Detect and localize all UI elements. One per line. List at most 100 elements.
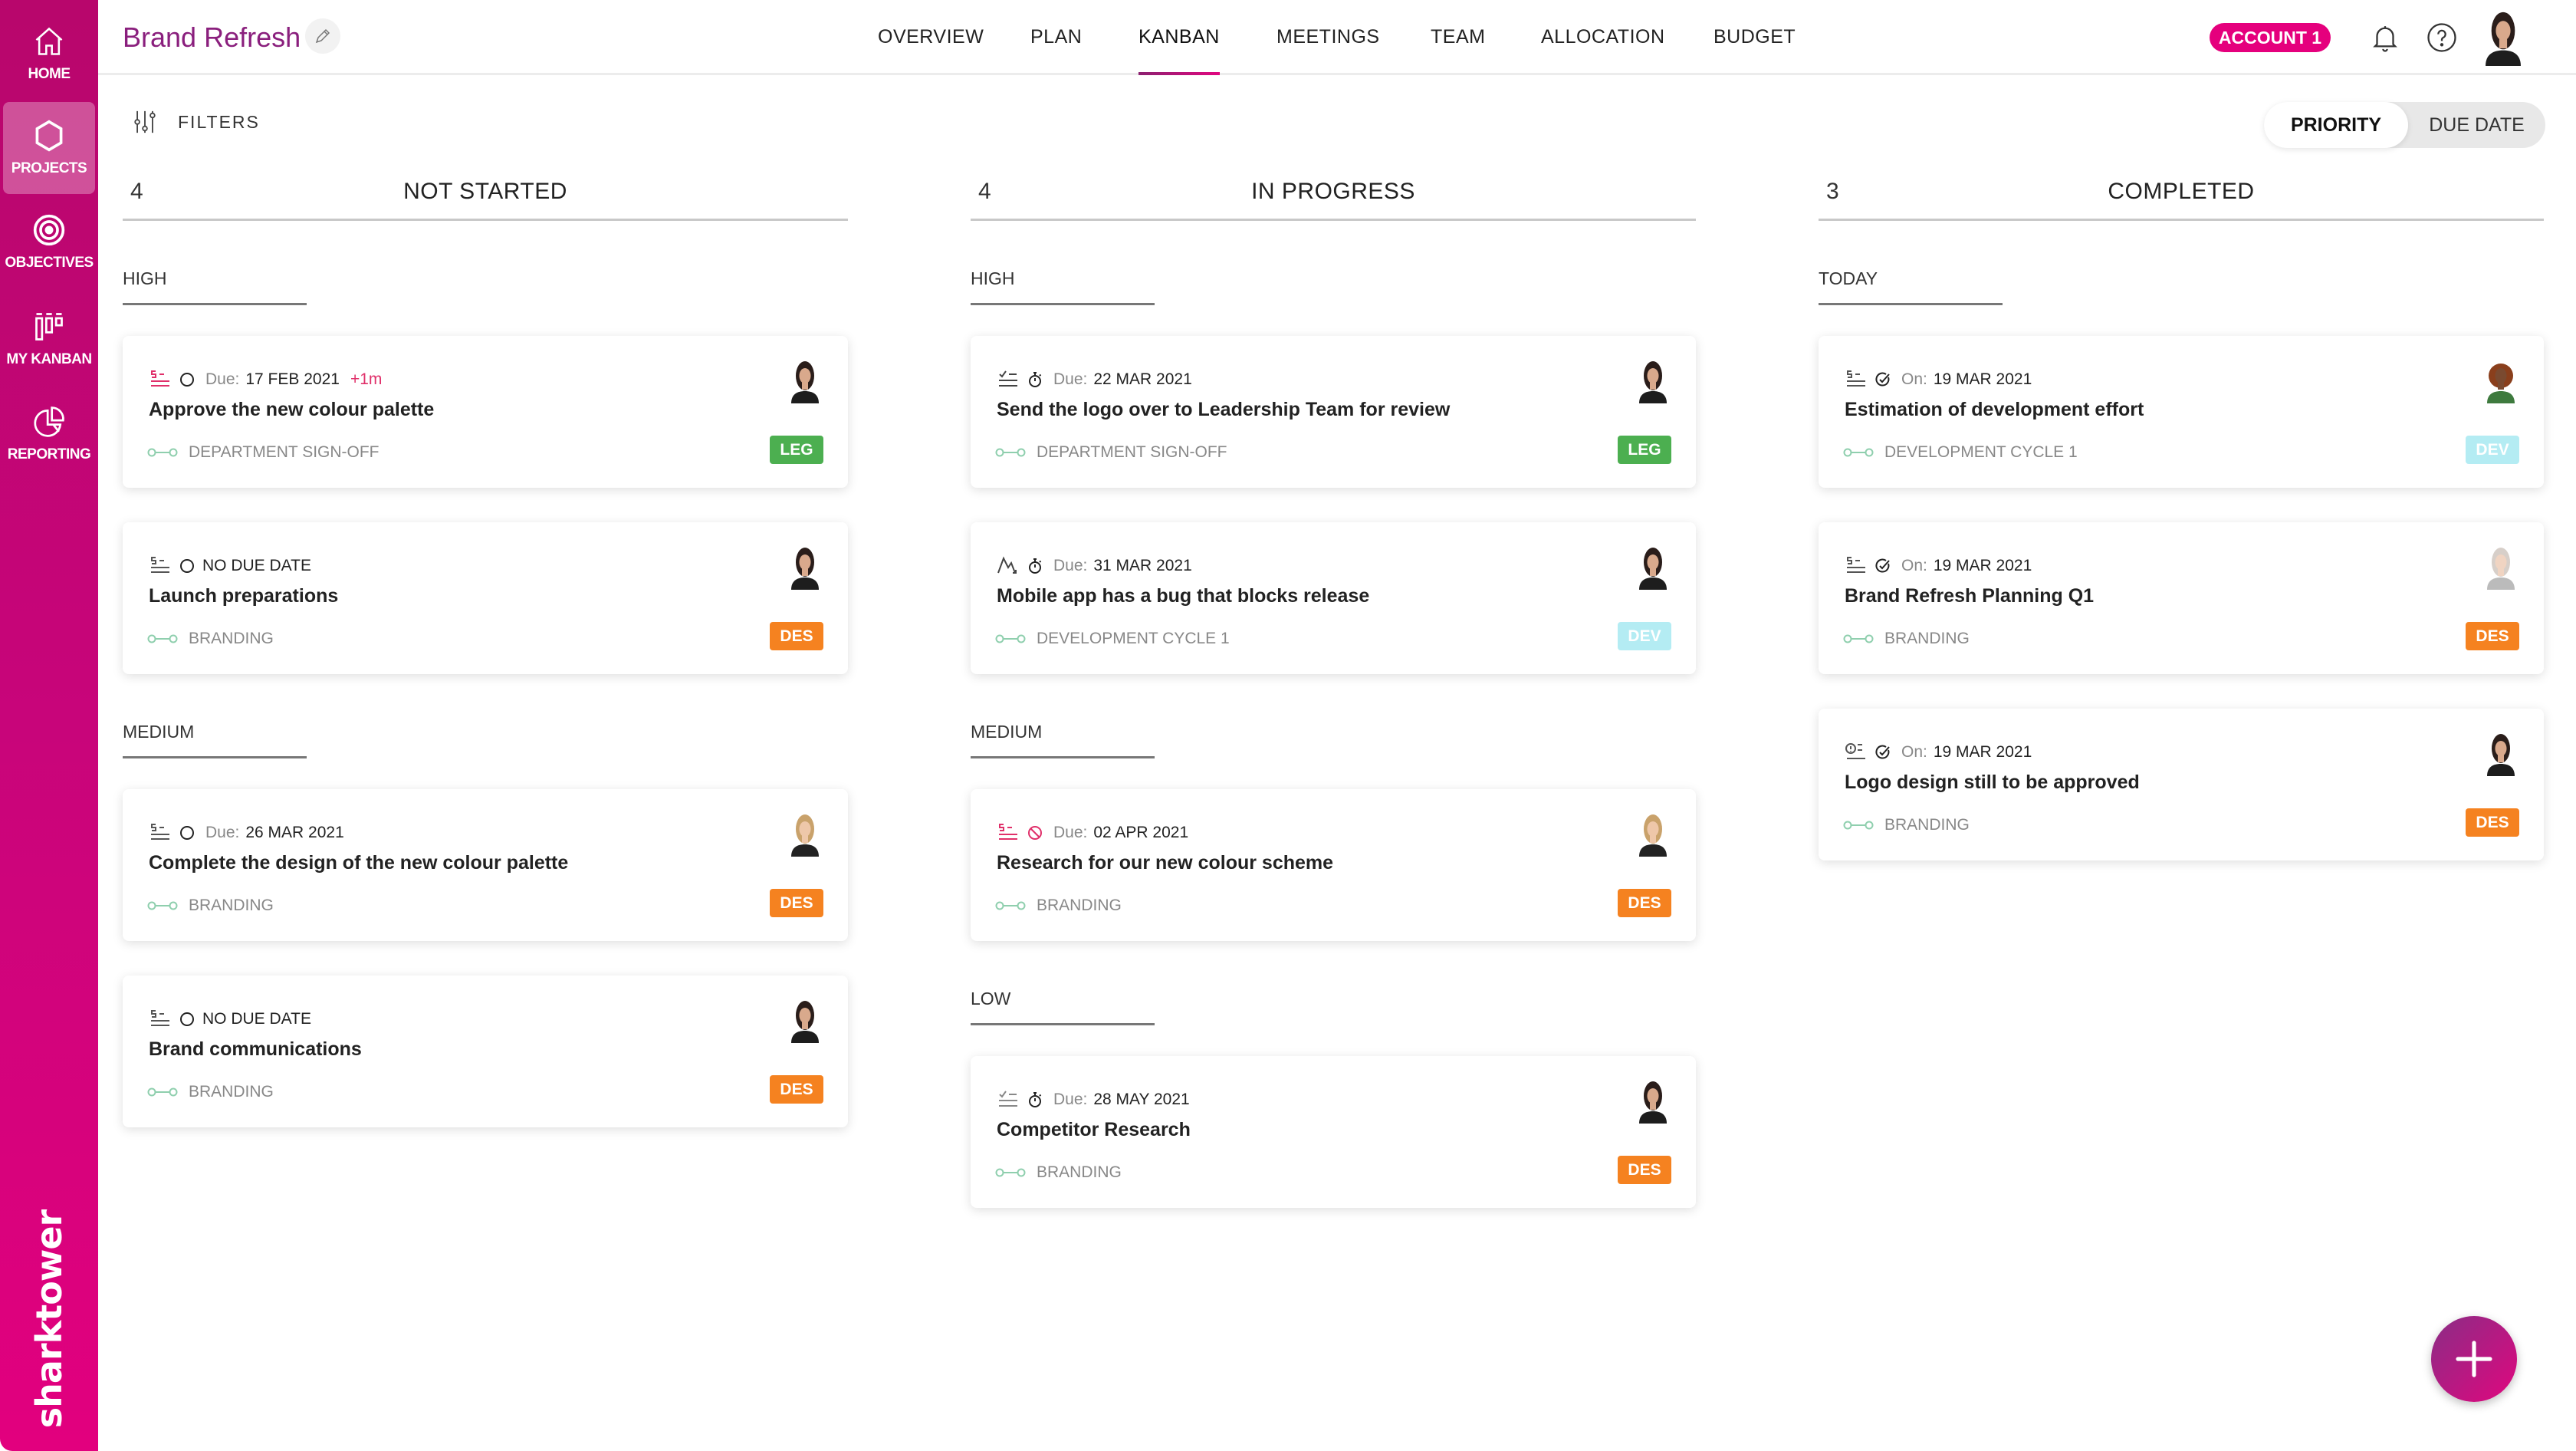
tab-meetings[interactable]: MEETINGS bbox=[1276, 26, 1380, 48]
assignee-avatar[interactable] bbox=[785, 999, 825, 1043]
task-card[interactable]: Due: 02 APR 2021 Research for our new co… bbox=[971, 789, 1696, 941]
column-completed: 3 COMPLETED TODAY On: 19 MAR 2021 Estimat… bbox=[1819, 173, 2544, 860]
tab-allocation[interactable]: ALLOCATION bbox=[1541, 26, 1665, 48]
sidebar-item-objectives[interactable]: OBJECTIVES bbox=[3, 196, 95, 288]
help-icon[interactable] bbox=[2426, 21, 2458, 54]
due-date: 28 MAY 2021 bbox=[1093, 1091, 1190, 1108]
date-label: Due: bbox=[1053, 1091, 1088, 1108]
card-title: Logo design still to be approved bbox=[1845, 772, 2140, 793]
sidebar-item-projects[interactable]: PROJECTS bbox=[3, 102, 95, 194]
task-card[interactable]: On: 19 MAR 2021 Brand Refresh Planning Q… bbox=[1819, 522, 2544, 674]
assignee-avatar[interactable] bbox=[1633, 1079, 1673, 1124]
task-card[interactable]: Due: 28 MAY 2021 Competitor Research BRA… bbox=[971, 1056, 1696, 1208]
task-card[interactable]: NO DUE DATE Brand communications BRANDIN… bbox=[123, 976, 848, 1127]
column-count: 4 bbox=[130, 179, 143, 204]
task-card[interactable]: Due: 22 MAR 2021 Send the logo over to L… bbox=[971, 336, 1696, 488]
card-project: BRANDING bbox=[1843, 816, 1970, 834]
team-tag: DEV bbox=[1618, 622, 1671, 650]
card-list: Due: 17 FEB 2021 +1m Approve the new col… bbox=[123, 336, 848, 674]
card-list: Due: 28 MAY 2021 Competitor Research BRA… bbox=[971, 1056, 1696, 1208]
task-card[interactable]: On: 19 MAR 2021 Logo design still to be … bbox=[1819, 709, 2544, 860]
card-list: Due: 22 MAR 2021 Send the logo over to L… bbox=[971, 336, 1696, 674]
card-title: Brand communications bbox=[149, 1038, 362, 1060]
team-tag: DES bbox=[770, 889, 823, 917]
column-count: 3 bbox=[1826, 179, 1839, 204]
circle-icon bbox=[178, 370, 196, 389]
date-label: Due: bbox=[205, 824, 240, 841]
assignee-avatar[interactable] bbox=[1633, 359, 1673, 403]
card-meta: Due: 31 MAR 2021 bbox=[997, 556, 1192, 576]
card-meta: Due: 17 FEB 2021 +1m bbox=[149, 370, 382, 390]
edit-title-button[interactable] bbox=[305, 18, 340, 54]
column-not-started: 4 NOT STARTED HIGH Due: 17 FEB 2021 +1m A… bbox=[123, 173, 848, 1127]
milestone-link-icon bbox=[995, 901, 1026, 910]
milestone-link-icon bbox=[995, 634, 1026, 643]
sidebar-item-label: REPORTING bbox=[7, 446, 91, 462]
milestone-link-icon bbox=[1843, 821, 1874, 830]
checklist-icon bbox=[997, 1090, 1020, 1110]
sort-due-date-option[interactable]: DUE DATE bbox=[2429, 114, 2525, 136]
sort-priority-option[interactable]: PRIORITY bbox=[2264, 102, 2408, 148]
sidebar-item-label: MY KANBAN bbox=[6, 351, 92, 367]
check-circle-icon bbox=[1874, 557, 1892, 575]
filters-button[interactable]: FILTERS bbox=[132, 109, 260, 135]
project-name: BRANDING bbox=[1037, 1163, 1122, 1181]
blocked-icon bbox=[1026, 824, 1044, 842]
priority-lines-icon bbox=[1845, 370, 1868, 390]
card-title: Competitor Research bbox=[997, 1119, 1191, 1140]
milestone-link-icon bbox=[995, 448, 1026, 457]
bug-trend-icon bbox=[997, 556, 1020, 576]
due-date: 22 MAR 2021 bbox=[1093, 370, 1192, 388]
column-title: COMPLETED bbox=[2108, 179, 2255, 204]
project-name: DEVELOPMENT CYCLE 1 bbox=[1884, 443, 2078, 461]
assignee-avatar[interactable] bbox=[2481, 359, 2521, 403]
tab-plan[interactable]: PLAN bbox=[1030, 26, 1083, 48]
assignee-avatar[interactable] bbox=[2481, 732, 2521, 776]
sidebar: HOME PROJECTS OBJECTIVES MY KANBAN REPORTING bbox=[0, 0, 98, 1451]
user-avatar[interactable] bbox=[2476, 9, 2530, 66]
tab-kanban[interactable]: KANBAN bbox=[1138, 26, 1220, 75]
add-button[interactable] bbox=[2431, 1316, 2517, 1402]
tab-budget[interactable]: BUDGET bbox=[1714, 26, 1796, 48]
assignee-avatar[interactable] bbox=[785, 812, 825, 857]
due-date: 26 MAR 2021 bbox=[245, 824, 344, 841]
task-card[interactable]: Due: 17 FEB 2021 +1m Approve the new col… bbox=[123, 336, 848, 488]
task-card[interactable]: Due: 26 MAR 2021 Complete the design of … bbox=[123, 789, 848, 941]
sidebar-item-my-kanban[interactable]: MY KANBAN bbox=[3, 293, 95, 385]
team-tag: DES bbox=[2466, 808, 2519, 837]
card-project: BRANDING bbox=[995, 897, 1122, 915]
project-name: BRANDING bbox=[1884, 630, 1970, 647]
kanban-icon bbox=[32, 310, 66, 351]
date-label: On: bbox=[1901, 370, 1927, 388]
sidebar-item-home[interactable]: HOME bbox=[3, 8, 95, 100]
account-badge[interactable]: ACCOUNT 1 bbox=[2210, 23, 2331, 52]
due-date: 19 MAR 2021 bbox=[1933, 743, 2032, 761]
tab-overview[interactable]: OVERVIEW bbox=[878, 26, 984, 48]
assignee-avatar[interactable] bbox=[785, 545, 825, 590]
milestone-link-icon bbox=[147, 1087, 178, 1097]
checklist-icon bbox=[997, 370, 1020, 390]
task-card[interactable]: Due: 31 MAR 2021 Mobile app has a bug th… bbox=[971, 522, 1696, 674]
assignee-avatar[interactable] bbox=[785, 359, 825, 403]
date-label: Due: bbox=[1053, 824, 1088, 841]
column-header: 4 IN PROGRESS bbox=[971, 173, 1696, 221]
assignee-avatar[interactable] bbox=[1633, 545, 1673, 590]
team-tag: DES bbox=[770, 1075, 823, 1104]
hexagon-icon bbox=[32, 119, 66, 160]
project-title: Brand Refresh bbox=[123, 21, 301, 53]
team-tag: DEV bbox=[2466, 436, 2519, 464]
sidebar-item-label: OBJECTIVES bbox=[5, 255, 94, 271]
assignee-avatar[interactable] bbox=[2481, 545, 2521, 590]
tab-team[interactable]: TEAM bbox=[1431, 26, 1486, 48]
circle-icon bbox=[178, 557, 196, 575]
assignee-avatar[interactable] bbox=[1633, 812, 1673, 857]
team-tag: DES bbox=[1618, 1156, 1671, 1184]
project-name: BRANDING bbox=[1037, 897, 1122, 914]
task-card[interactable]: NO DUE DATE Launch preparations BRANDING… bbox=[123, 522, 848, 674]
bell-icon[interactable] bbox=[2369, 21, 2401, 54]
project-name: DEPARTMENT SIGN-OFF bbox=[1037, 443, 1227, 461]
card-meta: Due: 26 MAR 2021 bbox=[149, 823, 344, 843]
sidebar-item-reporting[interactable]: REPORTING bbox=[3, 388, 95, 480]
team-tag: DES bbox=[770, 622, 823, 650]
task-card[interactable]: On: 19 MAR 2021 Estimation of developmen… bbox=[1819, 336, 2544, 488]
